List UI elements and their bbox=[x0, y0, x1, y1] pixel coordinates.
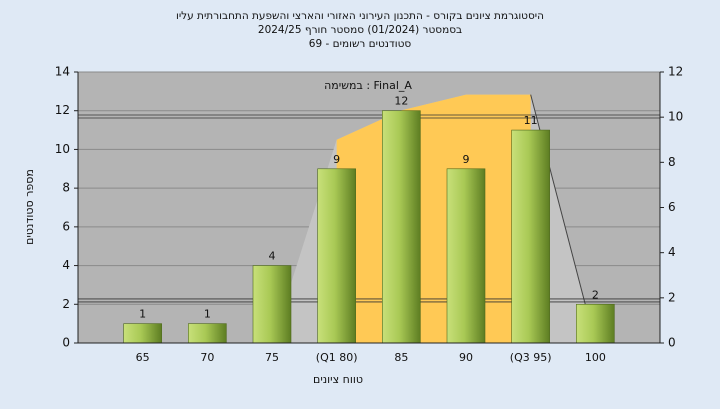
y-tick-label: 14 bbox=[55, 65, 70, 79]
y-tick-label: 12 bbox=[55, 103, 70, 117]
data-label: 11 bbox=[524, 114, 538, 127]
y2-tick-label: 8 bbox=[668, 155, 676, 169]
y-tick-label: 8 bbox=[62, 181, 70, 195]
annotation: Final_A : במשימה bbox=[324, 79, 412, 92]
x-tick-label: 65 bbox=[136, 351, 150, 364]
y-tick-label: 4 bbox=[62, 258, 70, 272]
bar bbox=[188, 323, 227, 344]
y-tick-label: 10 bbox=[55, 142, 70, 156]
y2-tick-label: 10 bbox=[668, 110, 683, 124]
y2-tick-label: 12 bbox=[668, 65, 683, 79]
data-label: 9 bbox=[463, 153, 470, 166]
bar bbox=[511, 129, 550, 344]
data-label: 12 bbox=[394, 95, 408, 108]
y2-tick-label: 2 bbox=[668, 290, 676, 304]
x-tick-label: 85 bbox=[394, 351, 408, 364]
x-tick-label: (Q3 95) bbox=[510, 351, 552, 364]
x-tick-label: 75 bbox=[265, 351, 279, 364]
x-tick-label: 90 bbox=[459, 351, 473, 364]
y2-tick-label: 0 bbox=[668, 336, 676, 350]
y2-tick-label: 6 bbox=[668, 200, 676, 214]
x-tick-label: 100 bbox=[585, 351, 606, 364]
data-label: 4 bbox=[269, 250, 276, 263]
data-label: 2 bbox=[592, 288, 599, 301]
chart-subtitle: סטודנטים רשומים - 69 bbox=[309, 38, 412, 50]
bar bbox=[576, 303, 615, 344]
data-label: 1 bbox=[139, 308, 146, 321]
bar bbox=[317, 168, 356, 344]
y-tick-label: 0 bbox=[62, 336, 70, 350]
data-label: 1 bbox=[204, 308, 211, 321]
chart-title: היסטוגרמת ציונים בקורס - התכנון העירוני … bbox=[176, 10, 544, 22]
x-tick-label: (Q1 80) bbox=[316, 351, 358, 364]
bar bbox=[123, 323, 162, 344]
chart-subtitle: בסמסטר (01/2024) סמסטר חורף 2024/25 bbox=[258, 24, 462, 36]
data-label: 9 bbox=[333, 153, 340, 166]
x-axis-label: טווח ציונים bbox=[313, 373, 363, 386]
bar bbox=[382, 110, 421, 344]
y-tick-label: 2 bbox=[62, 297, 70, 311]
y-axis-label: מספר סטודנטים bbox=[23, 169, 36, 245]
x-tick-label: 70 bbox=[200, 351, 214, 364]
y2-tick-label: 4 bbox=[668, 245, 676, 259]
y-tick-label: 6 bbox=[62, 219, 70, 233]
bar bbox=[252, 265, 292, 344]
bar bbox=[446, 168, 486, 344]
